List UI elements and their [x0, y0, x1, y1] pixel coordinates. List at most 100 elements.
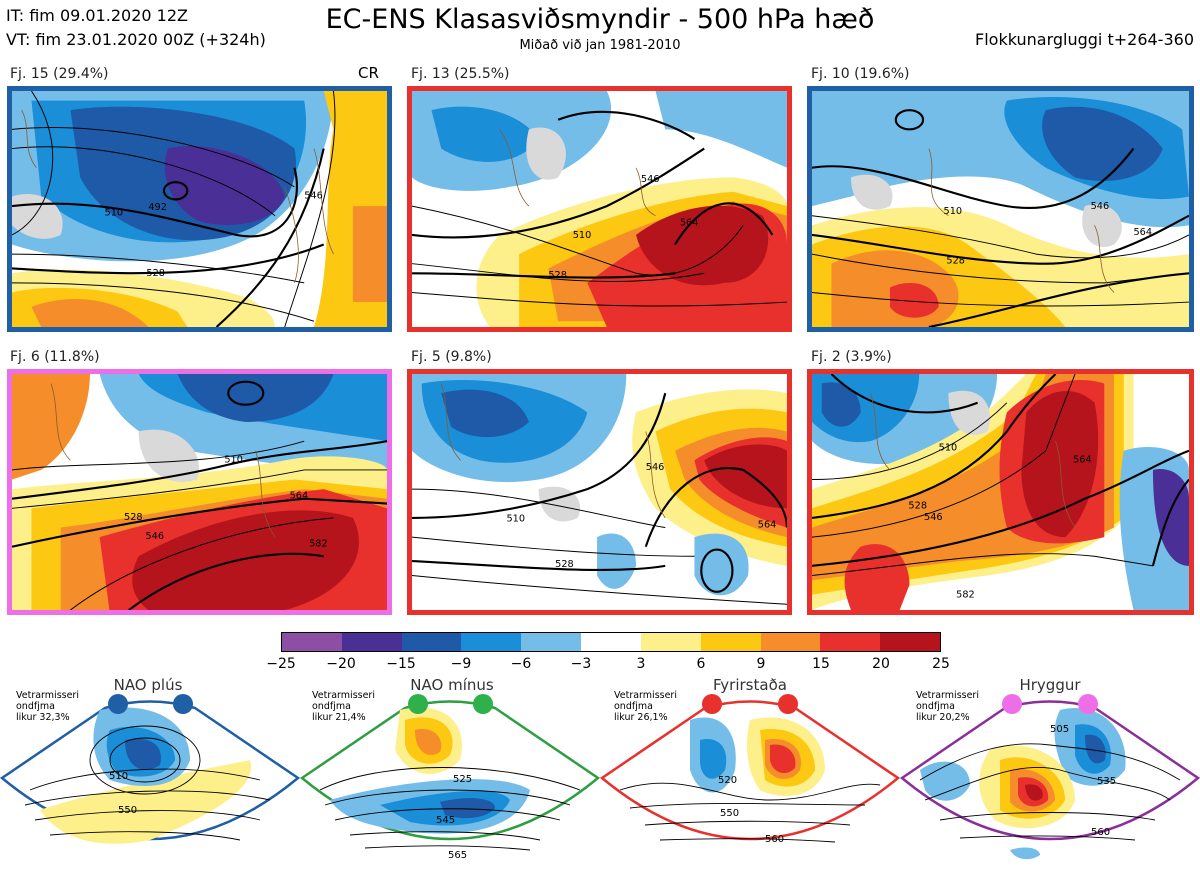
panel-1-contour-label-1: 510	[105, 208, 124, 219]
regime-dot	[473, 694, 493, 714]
panel-4-contour-label-4: 564	[290, 491, 309, 502]
colorbar-cell-6	[640, 633, 701, 651]
regime-2-contour-label-2: 545	[436, 815, 455, 826]
colorbar-tick-label: 9	[756, 656, 766, 672]
cluster-map-3-graphic: 510 528 546 564	[812, 91, 1189, 327]
regime-dot	[108, 694, 128, 714]
panel-6-contour-label-3: 546	[924, 512, 943, 523]
panel-label-6: Fj. 2 (3.9%)	[811, 349, 892, 365]
colorbar-cell-7	[700, 633, 761, 651]
regime-3-contour-label-3: 560	[765, 834, 784, 845]
panel-1-contour-label-4: 546	[304, 191, 323, 202]
colorbar-tick-label: −3	[570, 656, 592, 672]
regime-3-contour-label-1: 520	[718, 775, 737, 786]
page-title: EC-ENS Klasasviðsmyndir - 500 hPa hæð	[325, 4, 875, 35]
cluster-map-6: 510 528 546 564 582	[807, 369, 1194, 615]
panel-4-contour-label-1: 510	[224, 454, 243, 465]
regime-3-contour-label-2: 550	[720, 808, 739, 819]
panel-4-contour-label-3: 546	[145, 531, 164, 542]
regime-title-blocking: Fyrirstaða	[713, 676, 787, 694]
regime-2-contour-label-1: 525	[453, 774, 472, 785]
panel-label-1: Fj. 15 (29.4%)	[10, 66, 109, 82]
colorbar-cell-8	[760, 633, 821, 651]
panel-6-contour-label-5: 582	[956, 590, 975, 601]
regime-note-nao-plus: Vetrarmisseri ondfjma likur 32,3%	[16, 690, 96, 723]
regime-dot	[408, 694, 428, 714]
panel-4-contour-label-2: 528	[124, 512, 143, 523]
cluster-map-3: 510 528 546 564	[807, 86, 1194, 332]
regime-note-blocking: Vetrarmisseri ondfjma likur 26,1%	[614, 690, 694, 723]
regime-1-contour-label-1: 510	[109, 771, 128, 782]
regime-dot	[173, 694, 193, 714]
panel-label-2: Fj. 13 (25.5%)	[411, 66, 510, 82]
regime-title-nao-minus: NAO mínus	[410, 676, 494, 694]
colorbar-cell-1	[341, 633, 402, 651]
regime-note-text: Vetrarmisseri ondfjma likur 20,2%	[916, 690, 979, 723]
panel-label-4: Fj. 6 (11.8%)	[10, 349, 100, 365]
panel-label-5: Fj. 5 (9.8%)	[411, 349, 492, 365]
valid-time: VT: fim 23.01.2020 00Z (+324h)	[6, 30, 266, 49]
cr-tag: CR	[358, 64, 379, 82]
colorbar-cell-2	[401, 633, 462, 651]
panel-label-3: Fj. 10 (19.6%)	[811, 66, 910, 82]
regime-title-ridge: Hryggur	[1019, 676, 1081, 694]
panel-6-contour-label-1: 510	[939, 443, 958, 454]
regime-note-text: Vetrarmisseri ondfjma likur 26,1%	[614, 690, 677, 723]
regime-dot	[778, 694, 798, 714]
panel-6-contour-label-2: 528	[908, 500, 927, 511]
colorbar-tick-label: 15	[812, 656, 830, 672]
regime-1-contour-label-2: 550	[118, 805, 137, 816]
cluster-map-4-graphic: 510 528 546 564 582	[12, 374, 387, 610]
regime-4-contour-label-1: 505	[1050, 724, 1069, 735]
cluster-map-5: 510 528 546 564	[407, 369, 792, 615]
cluster-map-6-graphic: 510 528 546 564 582	[812, 374, 1189, 610]
cluster-map-2: 510 528 546 564	[407, 86, 792, 332]
panel-6-contour-label-4: 564	[1073, 454, 1092, 465]
panel-4-contour-label-5: 582	[309, 539, 328, 550]
colorbar-tick-label: −9	[450, 656, 472, 672]
regime-note-text: Vetrarmisseri ondfjma likur 21,4%	[312, 690, 375, 723]
regime-note-ridge: Vetrarmisseri ondfjma likur 20,2%	[916, 690, 996, 723]
colorbar-tick-label: 20	[872, 656, 890, 672]
colorbar-cell-4	[521, 633, 582, 651]
colorbar-tick-label: 6	[696, 656, 706, 672]
colorbar-cell-9	[820, 633, 881, 651]
colorbar-tick-label: −25	[266, 656, 296, 672]
regime-dot	[1002, 694, 1022, 714]
regime-map-ridge: 505 535 560	[899, 694, 1200, 860]
colorbar	[281, 632, 941, 652]
cluster-map-1: 510 528 492 546	[7, 86, 392, 332]
colorbar-cell-0	[282, 633, 342, 651]
panel-5-contour-label-2: 528	[555, 559, 574, 570]
init-time: IT: fim 09.01.2020 12Z	[6, 6, 188, 25]
regime-title-nao-plus: NAO plús	[113, 676, 183, 694]
colorbar-tick-label: −15	[386, 656, 416, 672]
panel-1-contour-label-3: 492	[148, 202, 167, 213]
regime-dot	[1078, 694, 1098, 714]
regime-map-nao-minus: 525 545 565	[299, 694, 601, 861]
regime-2-contour-label-3: 565	[448, 850, 467, 861]
regime-note-nao-minus: Vetrarmisseri ondfjma likur 21,4%	[312, 690, 392, 723]
colorbar-tick-label: 25	[932, 656, 950, 672]
panel-3-contour-label-2: 528	[946, 256, 965, 267]
colorbar-cell-5	[581, 633, 641, 651]
colorbar-cell-3	[461, 633, 522, 651]
regime-dot	[702, 694, 722, 714]
regime-4-contour-label-3: 560	[1091, 827, 1110, 838]
regime-map-nao-plus: 510 550	[0, 694, 301, 844]
panel-5-contour-label-4: 564	[758, 520, 777, 531]
regime-4-contour-label-2: 535	[1097, 776, 1116, 787]
regime-map-blocking: 520 550 560	[599, 694, 901, 845]
panel-3-contour-label-1: 510	[944, 206, 963, 217]
colorbar-tick-label: −20	[326, 656, 356, 672]
panel-2-contour-label-4: 564	[680, 217, 699, 228]
panel-5-contour-label-3: 546	[646, 462, 665, 473]
cluster-map-2-graphic: 510 528 546 564	[412, 91, 787, 327]
colorbar-tick-label: −6	[510, 656, 532, 672]
panel-3-contour-label-3: 546	[1091, 201, 1110, 212]
cluster-map-1-graphic: 510 528 492 546	[12, 91, 387, 327]
panel-5-contour-label-1: 510	[506, 514, 525, 525]
classification-window: Flokkunargluggi t+264-360	[975, 30, 1194, 49]
panel-2-contour-label-1: 510	[573, 230, 592, 241]
regime-note-text: Vetrarmisseri ondfjma likur 32,3%	[16, 690, 79, 723]
